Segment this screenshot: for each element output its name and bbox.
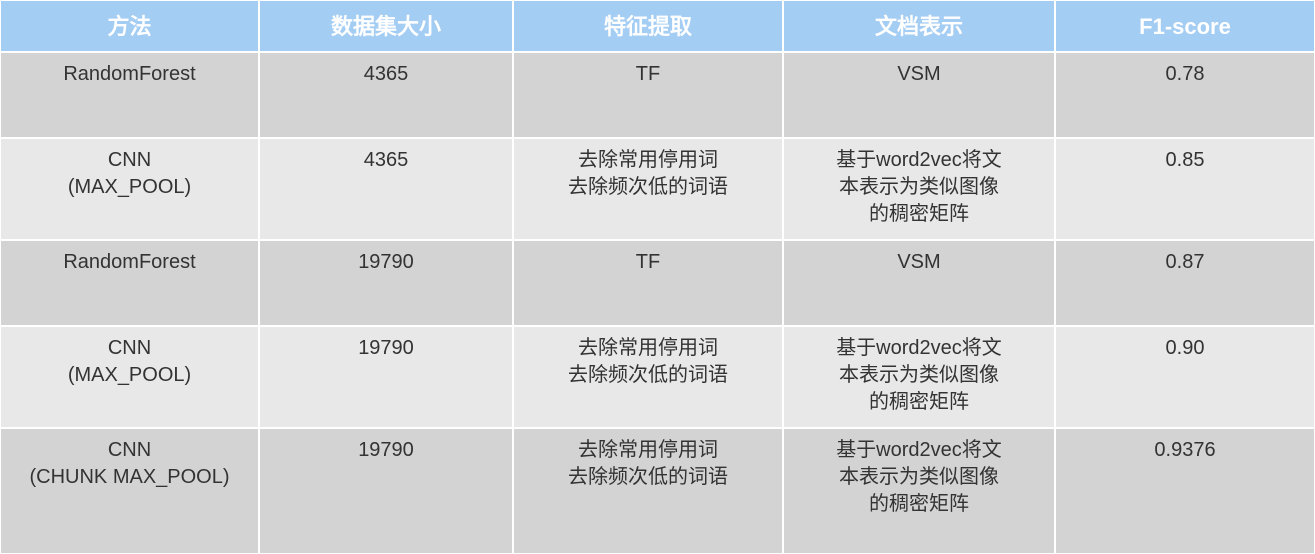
cell-text: 0.87 <box>1166 249 1205 276</box>
cell-text: TF <box>636 249 660 276</box>
cell-text: 基于word2vec将文 <box>836 437 1002 464</box>
cell-f1: 0.78 <box>1055 52 1315 138</box>
cell-dataset: 19790 <box>259 326 513 428</box>
table-row: RandomForest 4365 TF VSM 0.78 <box>0 52 1315 138</box>
cell-text: 基于word2vec将文 <box>836 147 1002 174</box>
cell-text: 本表示为类似图像 <box>839 464 999 491</box>
cell-text: CNN <box>108 437 151 464</box>
cell-text: 去除频次低的词语 <box>568 174 728 201</box>
cell-method: CNN (CHUNK MAX_POOL) <box>0 428 259 554</box>
cell-text: 去除频次低的词语 <box>568 464 728 491</box>
cell-text: 去除频次低的词语 <box>568 362 728 389</box>
cell-text: 19790 <box>358 335 414 362</box>
col-header-method: 方法 <box>0 0 259 52</box>
table-row: RandomForest 19790 TF VSM 0.87 <box>0 240 1315 326</box>
cell-f1: 0.85 <box>1055 138 1315 240</box>
header-label: F1-score <box>1139 12 1231 42</box>
cell-dataset: 4365 <box>259 138 513 240</box>
cell-method: RandomForest <box>0 52 259 138</box>
cell-text: 去除常用停用词 <box>578 335 718 362</box>
cell-text: 19790 <box>358 437 414 464</box>
cell-f1: 0.90 <box>1055 326 1315 428</box>
cell-docrep: 基于word2vec将文 本表示为类似图像 的稠密矩阵 <box>783 428 1055 554</box>
header-label: 特征提取 <box>604 12 692 42</box>
table-row: CNN (CHUNK MAX_POOL) 19790 去除常用停用词 去除频次低… <box>0 428 1315 554</box>
cell-method: RandomForest <box>0 240 259 326</box>
header-label: 方法 <box>107 12 151 42</box>
cell-text: RandomForest <box>63 61 195 88</box>
header-label: 文档表示 <box>875 12 963 42</box>
cell-text: 去除常用停用词 <box>578 147 718 174</box>
cell-text: (MAX_POOL) <box>68 174 191 201</box>
cell-text: CNN <box>108 335 151 362</box>
cell-docrep: VSM <box>783 240 1055 326</box>
cell-dataset: 19790 <box>259 240 513 326</box>
cell-text: 本表示为类似图像 <box>839 362 999 389</box>
header-label: 数据集大小 <box>331 12 441 42</box>
cell-text: 19790 <box>358 249 414 276</box>
table-header-row: 方法 数据集大小 特征提取 文档表示 F1-score <box>0 0 1315 52</box>
cell-docrep: 基于word2vec将文 本表示为类似图像 的稠密矩阵 <box>783 138 1055 240</box>
cell-text: VSM <box>897 249 940 276</box>
cell-text: CNN <box>108 147 151 174</box>
cell-feature: TF <box>513 52 783 138</box>
col-header-feature: 特征提取 <box>513 0 783 52</box>
cell-dataset: 4365 <box>259 52 513 138</box>
cell-feature: TF <box>513 240 783 326</box>
cell-text: 去除常用停用词 <box>578 437 718 464</box>
cell-text: 4365 <box>364 61 409 88</box>
cell-text: 的稠密矩阵 <box>869 201 969 228</box>
cell-text: (CHUNK MAX_POOL) <box>29 464 229 491</box>
cell-text: VSM <box>897 61 940 88</box>
table-row: CNN (MAX_POOL) 4365 去除常用停用词 去除频次低的词语 基于w… <box>0 138 1315 240</box>
comparison-table: 方法 数据集大小 特征提取 文档表示 F1-score RandomForest… <box>0 0 1315 554</box>
cell-method: CNN (MAX_POOL) <box>0 326 259 428</box>
cell-docrep: VSM <box>783 52 1055 138</box>
cell-text: (MAX_POOL) <box>68 362 191 389</box>
cell-docrep: 基于word2vec将文 本表示为类似图像 的稠密矩阵 <box>783 326 1055 428</box>
cell-text: 0.85 <box>1166 147 1205 174</box>
table-row: CNN (MAX_POOL) 19790 去除常用停用词 去除频次低的词语 基于… <box>0 326 1315 428</box>
cell-f1: 0.87 <box>1055 240 1315 326</box>
cell-text: RandomForest <box>63 249 195 276</box>
cell-text: 的稠密矩阵 <box>869 491 969 518</box>
cell-feature: 去除常用停用词 去除频次低的词语 <box>513 428 783 554</box>
col-header-docrep: 文档表示 <box>783 0 1055 52</box>
col-header-dataset: 数据集大小 <box>259 0 513 52</box>
cell-text: 4365 <box>364 147 409 174</box>
cell-text: 本表示为类似图像 <box>839 174 999 201</box>
cell-f1: 0.9376 <box>1055 428 1315 554</box>
cell-feature: 去除常用停用词 去除频次低的词语 <box>513 326 783 428</box>
cell-text: TF <box>636 61 660 88</box>
cell-text: 基于word2vec将文 <box>836 335 1002 362</box>
table-body: RandomForest 4365 TF VSM 0.78 CNN (MAX_P… <box>0 52 1315 554</box>
cell-dataset: 19790 <box>259 428 513 554</box>
cell-text: 0.78 <box>1166 61 1205 88</box>
cell-feature: 去除常用停用词 去除频次低的词语 <box>513 138 783 240</box>
cell-text: 的稠密矩阵 <box>869 389 969 416</box>
cell-text: 0.9376 <box>1154 437 1215 464</box>
cell-text: 0.90 <box>1166 335 1205 362</box>
col-header-f1: F1-score <box>1055 0 1315 52</box>
cell-method: CNN (MAX_POOL) <box>0 138 259 240</box>
